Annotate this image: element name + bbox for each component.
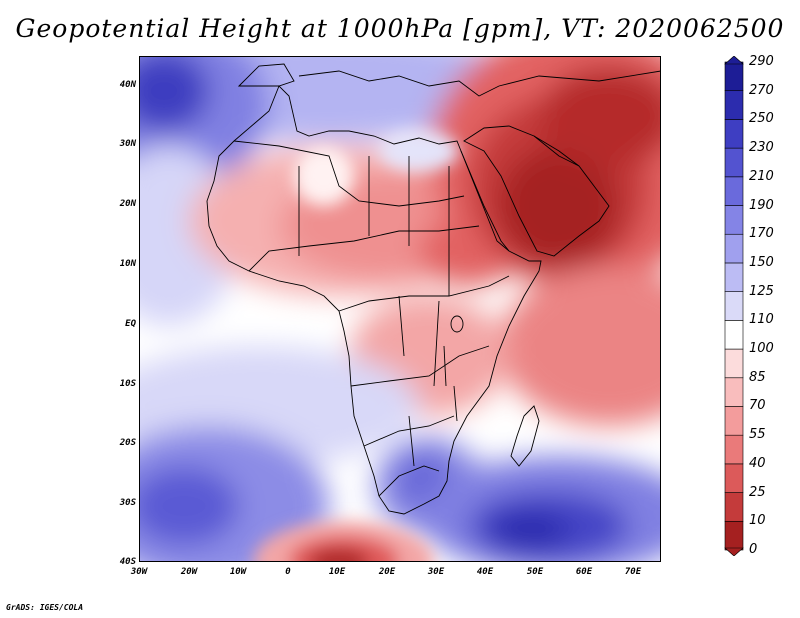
x-tick-label: 40E [476, 567, 494, 577]
y-tick-label: 30S [119, 498, 136, 508]
x-tick-label: 50E [526, 567, 544, 577]
y-tick-label: 40N [119, 80, 136, 90]
colorbar-segment [724, 119, 744, 149]
colorbar-label: 210 [749, 168, 774, 184]
y-tick-label: 10S [119, 379, 136, 389]
colorbar-segment [724, 348, 744, 379]
y-tick-label: 30N [119, 139, 136, 149]
colorbar-segment [724, 492, 744, 522]
y-tick-label: 10N [119, 259, 136, 269]
y-tick-label: EQ [125, 319, 136, 329]
colorbar-segment [724, 463, 744, 493]
colorbar-label: 55 [749, 427, 766, 443]
colorbar-top-arrow [724, 56, 744, 65]
colorbar-label: 230 [749, 140, 774, 156]
colorbar-label: 40 [749, 455, 766, 471]
x-tick-label: 20W [180, 567, 198, 577]
colorbar-segment [724, 176, 744, 206]
y-tick-label: 20N [119, 199, 136, 209]
colorbar-label: 190 [749, 197, 774, 213]
colorbar-label: 290 [749, 54, 774, 69]
colorbar [724, 56, 744, 556]
colorbar-segment [724, 320, 744, 350]
colorbar-label: 170 [749, 226, 774, 242]
coastlines [206, 63, 661, 515]
colorbar-segment [724, 61, 744, 92]
colorbar-segment [724, 262, 744, 292]
colorbar-label: 70 [749, 398, 766, 414]
y-tick-label: 20S [119, 438, 136, 448]
x-tick-label: 0 [285, 567, 291, 577]
colorbar-segment [724, 205, 744, 235]
colorbar-segment [724, 90, 744, 120]
colorbar-label: 10 [749, 513, 766, 529]
map-title: Geopotential Height at 1000hPa [gpm], VT… [15, 14, 785, 43]
colorbar-label: 250 [749, 111, 774, 127]
colorbar-segment [724, 233, 744, 264]
colorbar-label: 0 [749, 542, 758, 557]
x-tick-label: 60E [575, 567, 593, 577]
colorbar-segment [724, 147, 744, 178]
colorbar-label: 100 [749, 341, 774, 357]
colorbar-segment [724, 520, 744, 551]
colorbar-segment [724, 434, 744, 465]
x-tick-label: 10W [229, 567, 247, 577]
geopotential-field [139, 56, 661, 562]
x-tick-label: 10E [328, 567, 346, 577]
footer-credit: GrADS: IGES/COLA [6, 603, 84, 612]
colorbar-segment [724, 291, 744, 321]
colorbar-label: 125 [749, 283, 774, 299]
colorbar-label: 110 [749, 312, 774, 328]
colorbar-segment [724, 406, 744, 436]
x-tick-label: 30E [427, 567, 445, 577]
colorbar-label: 25 [749, 484, 766, 500]
colorbar-bottom-arrow [724, 547, 744, 556]
y-tick-label: 40S [119, 557, 136, 567]
map-plot [139, 56, 661, 562]
x-tick-label: 70E [624, 567, 642, 577]
colorbar-label: 85 [749, 369, 766, 385]
x-tick-label: 30W [130, 567, 148, 577]
colorbar-segment [724, 377, 744, 407]
colorbar-label: 270 [749, 82, 774, 98]
colorbar-label: 150 [749, 254, 774, 270]
x-tick-label: 20E [378, 567, 396, 577]
